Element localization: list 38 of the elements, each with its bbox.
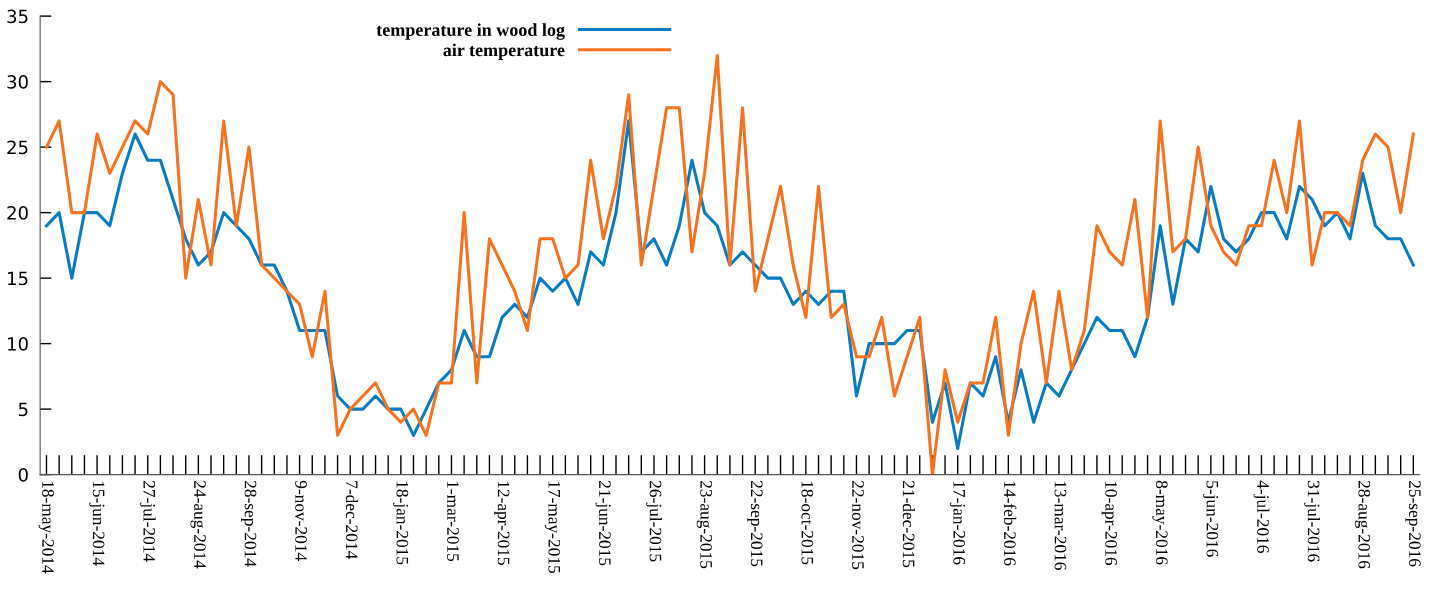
x-tick-label: 7-dec-2014 (345, 481, 359, 559)
x-tick-label: 26-jul-2015 (646, 480, 662, 562)
y-tick-label: 20 (7, 206, 28, 220)
x-tick-label: 4-jul-2016 (1253, 480, 1270, 553)
x-tick-label: 28-sep-2014 (241, 480, 257, 567)
x-tick-label: 1-mar-2015 (447, 481, 459, 562)
x-tick-label: 14-feb-2016 (1003, 481, 1017, 566)
x-tick-label: 22-sep-2015 (747, 480, 763, 567)
x-tick-label: 18-oct-2015 (801, 481, 814, 565)
y-tick-label: 35 (7, 9, 28, 24)
x-tick-label: 18-jan-2015 (392, 481, 409, 565)
x-tick-label: 17-jan-2016 (949, 481, 966, 565)
x-tick-label: 17-may-2015 (544, 481, 561, 574)
x-tick-label: 31-jul-2016 (1304, 481, 1320, 562)
y-tick-label: 15 (8, 271, 28, 286)
y-tick-label: 10 (8, 337, 28, 351)
x-tick-label: 24-aug-2014 (190, 480, 206, 569)
x-tick-label: 12-apr-2015 (494, 481, 510, 565)
x-tick-label: 25-sep-2016 (1405, 480, 1421, 567)
x-tick-label: 8-may-2016 (1152, 480, 1168, 565)
y-tick-label: 0 (18, 468, 28, 482)
legend-label: air temperature (443, 43, 565, 60)
x-tick-label: 15-jun-2014 (89, 481, 105, 566)
x-tick-label: 27-jul-2014 (139, 480, 156, 562)
y-tick-label: 25 (7, 140, 28, 155)
x-tick-label: 13-mar-2016 (1054, 481, 1067, 570)
x-tick-label: 21-jun-2015 (595, 480, 611, 566)
x-tick-label: 28-aug-2016 (1354, 480, 1371, 569)
x-tick-label: 5-jun-2016 (1202, 481, 1219, 557)
x-tick-label: 22-nov-2015 (852, 480, 864, 570)
x-tick-label: 9-nov-2014 (295, 480, 307, 561)
x-tick-label: 10-apr-2016 (1101, 481, 1117, 566)
x-tick-label: 23-aug-2015 (696, 480, 713, 569)
legend-label: temperature in wood log (376, 23, 565, 40)
x-tick-label: 18-may-2014 (38, 481, 54, 574)
y-tick-label: 30 (7, 75, 28, 89)
y-tick-label: 5 (18, 402, 28, 417)
x-tick-label: 21-dec-2015 (902, 480, 915, 568)
